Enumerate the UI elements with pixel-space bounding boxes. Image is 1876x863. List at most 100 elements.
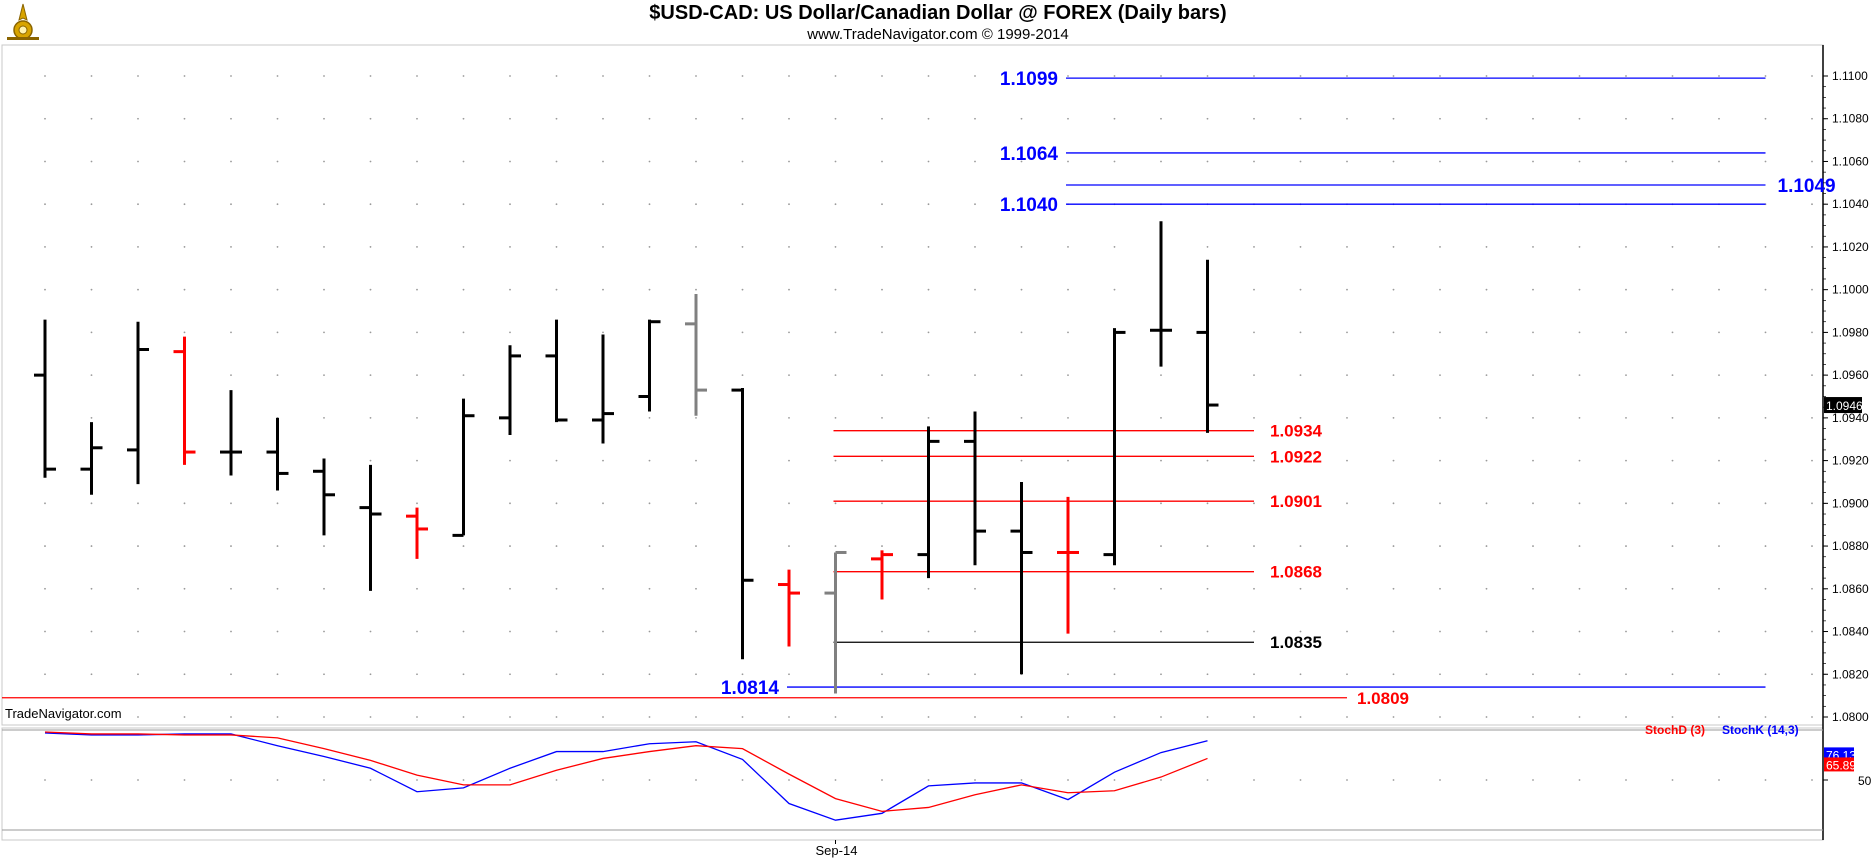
grid-dot (230, 779, 232, 781)
grid-dot (1811, 160, 1813, 163)
grid-dot (1811, 716, 1813, 718)
grid-dot (788, 75, 790, 77)
grid-dot (741, 331, 744, 334)
grid-dot (1764, 459, 1767, 462)
grid-dot (1113, 75, 1116, 77)
grid-dot (695, 502, 697, 505)
grid-dot (1764, 416, 1767, 419)
grid-dot (1578, 374, 1581, 377)
grid-dot (230, 374, 232, 377)
y-tick-label: 1.1040 (1832, 197, 1869, 211)
grid-dot (323, 374, 325, 377)
grid-dot (1578, 75, 1581, 77)
grid-dot (974, 288, 976, 291)
grid-dot (462, 545, 465, 547)
grid-dot (509, 288, 511, 291)
grid-dot (1671, 630, 1674, 633)
grid-dot (741, 75, 744, 77)
grid-dot (881, 630, 883, 633)
grid-dot (137, 587, 139, 590)
grid-dot (1346, 75, 1348, 77)
grid-dot (1439, 502, 1441, 505)
ohlc-bar (1057, 496, 1079, 634)
grid-dot (90, 374, 93, 377)
level-label-1.0809: 1.0809 (1357, 689, 1409, 708)
grid-dot (509, 716, 511, 718)
grid-dot (183, 716, 186, 718)
grid-dot (416, 75, 418, 77)
grid-dot (276, 160, 279, 163)
grid-dot (1160, 779, 1162, 781)
grid-dot (230, 630, 232, 633)
grid-dot (44, 117, 46, 120)
grid-dot (323, 587, 325, 590)
grid-dot (44, 246, 46, 248)
grid-dot (1253, 779, 1255, 781)
grid-dot (369, 716, 372, 718)
ohlc-bar (1103, 328, 1126, 566)
grid-dot (1578, 630, 1581, 633)
grid-dot (1811, 246, 1813, 248)
ohlc-bar (173, 336, 196, 465)
grid-dot (1532, 779, 1534, 781)
grid-dot (1485, 673, 1488, 676)
grid-dot (1625, 630, 1627, 633)
grid-dot (881, 331, 883, 334)
level-label-1.1040: 1.1040 (1000, 195, 1058, 216)
grid-dot (927, 673, 930, 676)
grid-dot (1764, 716, 1767, 718)
grid-dot (648, 203, 651, 206)
grid-dot (462, 716, 465, 718)
grid-dot (834, 716, 837, 718)
grid-dot (1532, 630, 1534, 633)
grid-dot (1718, 502, 1720, 505)
ohlc-bar (592, 334, 614, 444)
level-label-1.0922: 1.0922 (1270, 447, 1322, 466)
grid-dot (369, 673, 372, 676)
grid-dot (1532, 416, 1534, 419)
grid-dot (881, 716, 883, 718)
grid-dot (1253, 673, 1255, 676)
grid-dot (1718, 75, 1720, 77)
grid-dot (1811, 502, 1813, 505)
grid-dot (462, 630, 465, 633)
grid-dot (1811, 288, 1813, 291)
y-tick-label: 1.0840 (1832, 625, 1869, 639)
grid-dot (1020, 246, 1023, 248)
grid-dot (1578, 288, 1581, 291)
level-label-1.1099: 1.1099 (1000, 69, 1058, 90)
grid-dot (1346, 416, 1348, 419)
grid-dot (788, 246, 790, 248)
grid-dot (1811, 117, 1813, 120)
grid-dot (881, 502, 883, 505)
grid-dot (1578, 502, 1581, 505)
grid-dot (462, 374, 465, 377)
grid-dot (1578, 545, 1581, 547)
grid-dot (183, 587, 186, 590)
grid-dot (555, 502, 558, 505)
grid-dot (1439, 673, 1441, 676)
grid-dot (462, 779, 465, 781)
grid-dot (1067, 374, 1069, 377)
grid-dot (1206, 75, 1209, 77)
grid-dot (230, 331, 232, 334)
grid-dot (788, 160, 790, 163)
ohlc-bar (778, 569, 800, 647)
ohlc-bar (313, 458, 335, 536)
grid-dot (1253, 502, 1255, 505)
grid-dot (1764, 673, 1767, 676)
grid-dot (602, 587, 604, 590)
grid-dot (788, 779, 790, 781)
grid-dot (416, 331, 418, 334)
grid-dot (509, 246, 511, 248)
grid-dot (602, 246, 604, 248)
grid-dot (1113, 716, 1116, 718)
grid-dot (1625, 160, 1627, 163)
grid-dot (834, 502, 837, 505)
grid-dot (90, 203, 93, 206)
grid-dot (1625, 587, 1627, 590)
grid-dot (881, 779, 883, 781)
ohlc-bar (220, 390, 242, 476)
grid-dot (1346, 459, 1348, 462)
grid-dot (834, 374, 837, 377)
